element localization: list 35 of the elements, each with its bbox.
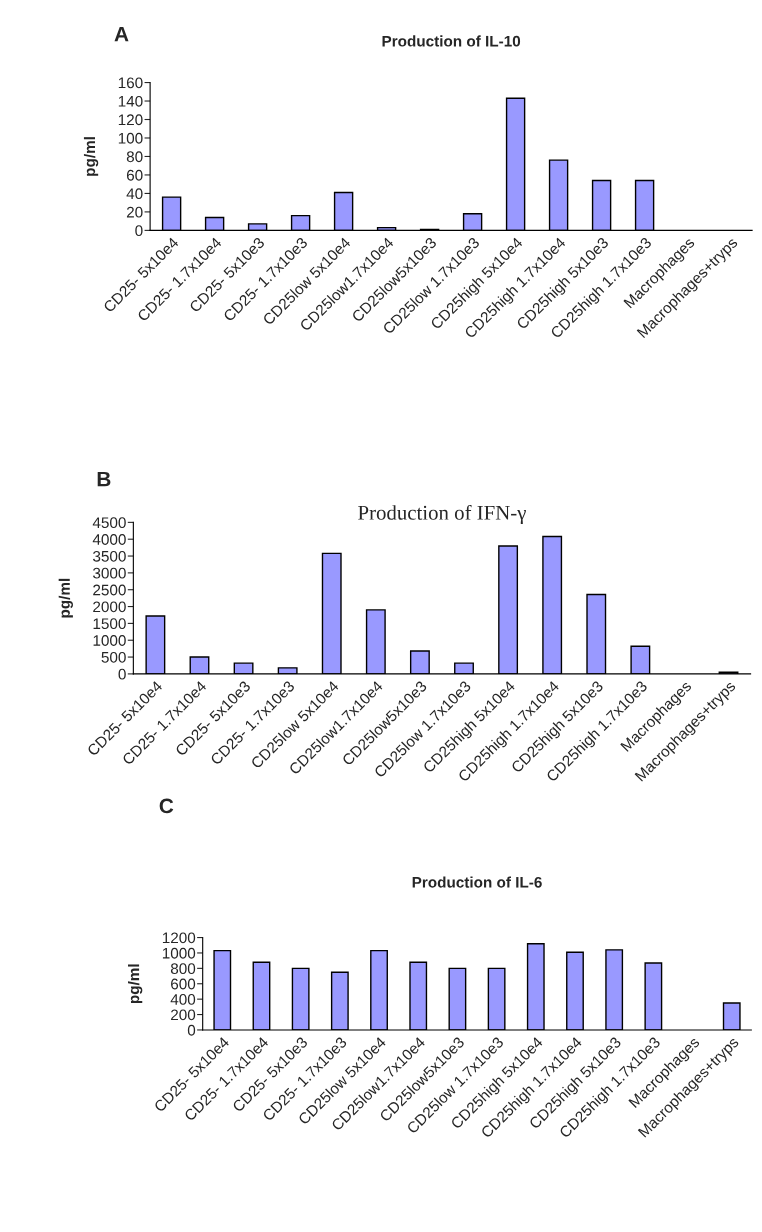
y-tick-label: 140 xyxy=(118,95,143,107)
y-tick-label: 3000 xyxy=(93,567,126,579)
chart-title: Production of IL-10 xyxy=(382,35,521,47)
y-tick-label: 200 xyxy=(171,1009,196,1021)
y-axis-title: pg/ml xyxy=(128,964,143,1004)
y-tick-label: 80 xyxy=(126,151,143,163)
y-tick-label: 100 xyxy=(118,132,143,144)
y-tick-label: 20 xyxy=(126,206,143,218)
y-tick-label: 1000 xyxy=(162,947,196,959)
chart-title: Production of IFN-γ xyxy=(358,504,526,525)
y-tick-label: 800 xyxy=(170,963,196,975)
y-tick-label: 2500 xyxy=(93,584,126,596)
y-tick-label: 600 xyxy=(171,978,196,990)
y-tick-label: 4500 xyxy=(92,517,126,529)
y-tick-label: 160 xyxy=(118,77,143,89)
y-tick-label: 1500 xyxy=(93,618,126,630)
y-tick-label: 0 xyxy=(135,225,143,237)
y-tick-label: 400 xyxy=(170,994,196,1005)
y-tick-label: 500 xyxy=(101,651,126,663)
chart-title: Production of IL-6 xyxy=(412,876,542,888)
y-tick-label: 0 xyxy=(118,668,126,680)
y-tick-label: 1000 xyxy=(93,635,126,646)
y-axis-title: pg/ml xyxy=(83,137,99,176)
y-tick-label: 2000 xyxy=(93,601,126,613)
y-axis-title: pg/ml xyxy=(58,578,73,618)
y-tick-label: 40 xyxy=(126,188,143,200)
y-tick-label: 0 xyxy=(187,1024,196,1036)
y-tick-label: 60 xyxy=(126,169,143,181)
text: C xyxy=(159,798,174,814)
y-tick-label: 4000 xyxy=(92,534,126,545)
text: A xyxy=(114,26,129,42)
y-tick-label: 3500 xyxy=(93,550,126,562)
text: B xyxy=(97,471,111,487)
y-tick-label: 1200 xyxy=(162,932,196,944)
y-tick-label: 120 xyxy=(118,114,143,126)
